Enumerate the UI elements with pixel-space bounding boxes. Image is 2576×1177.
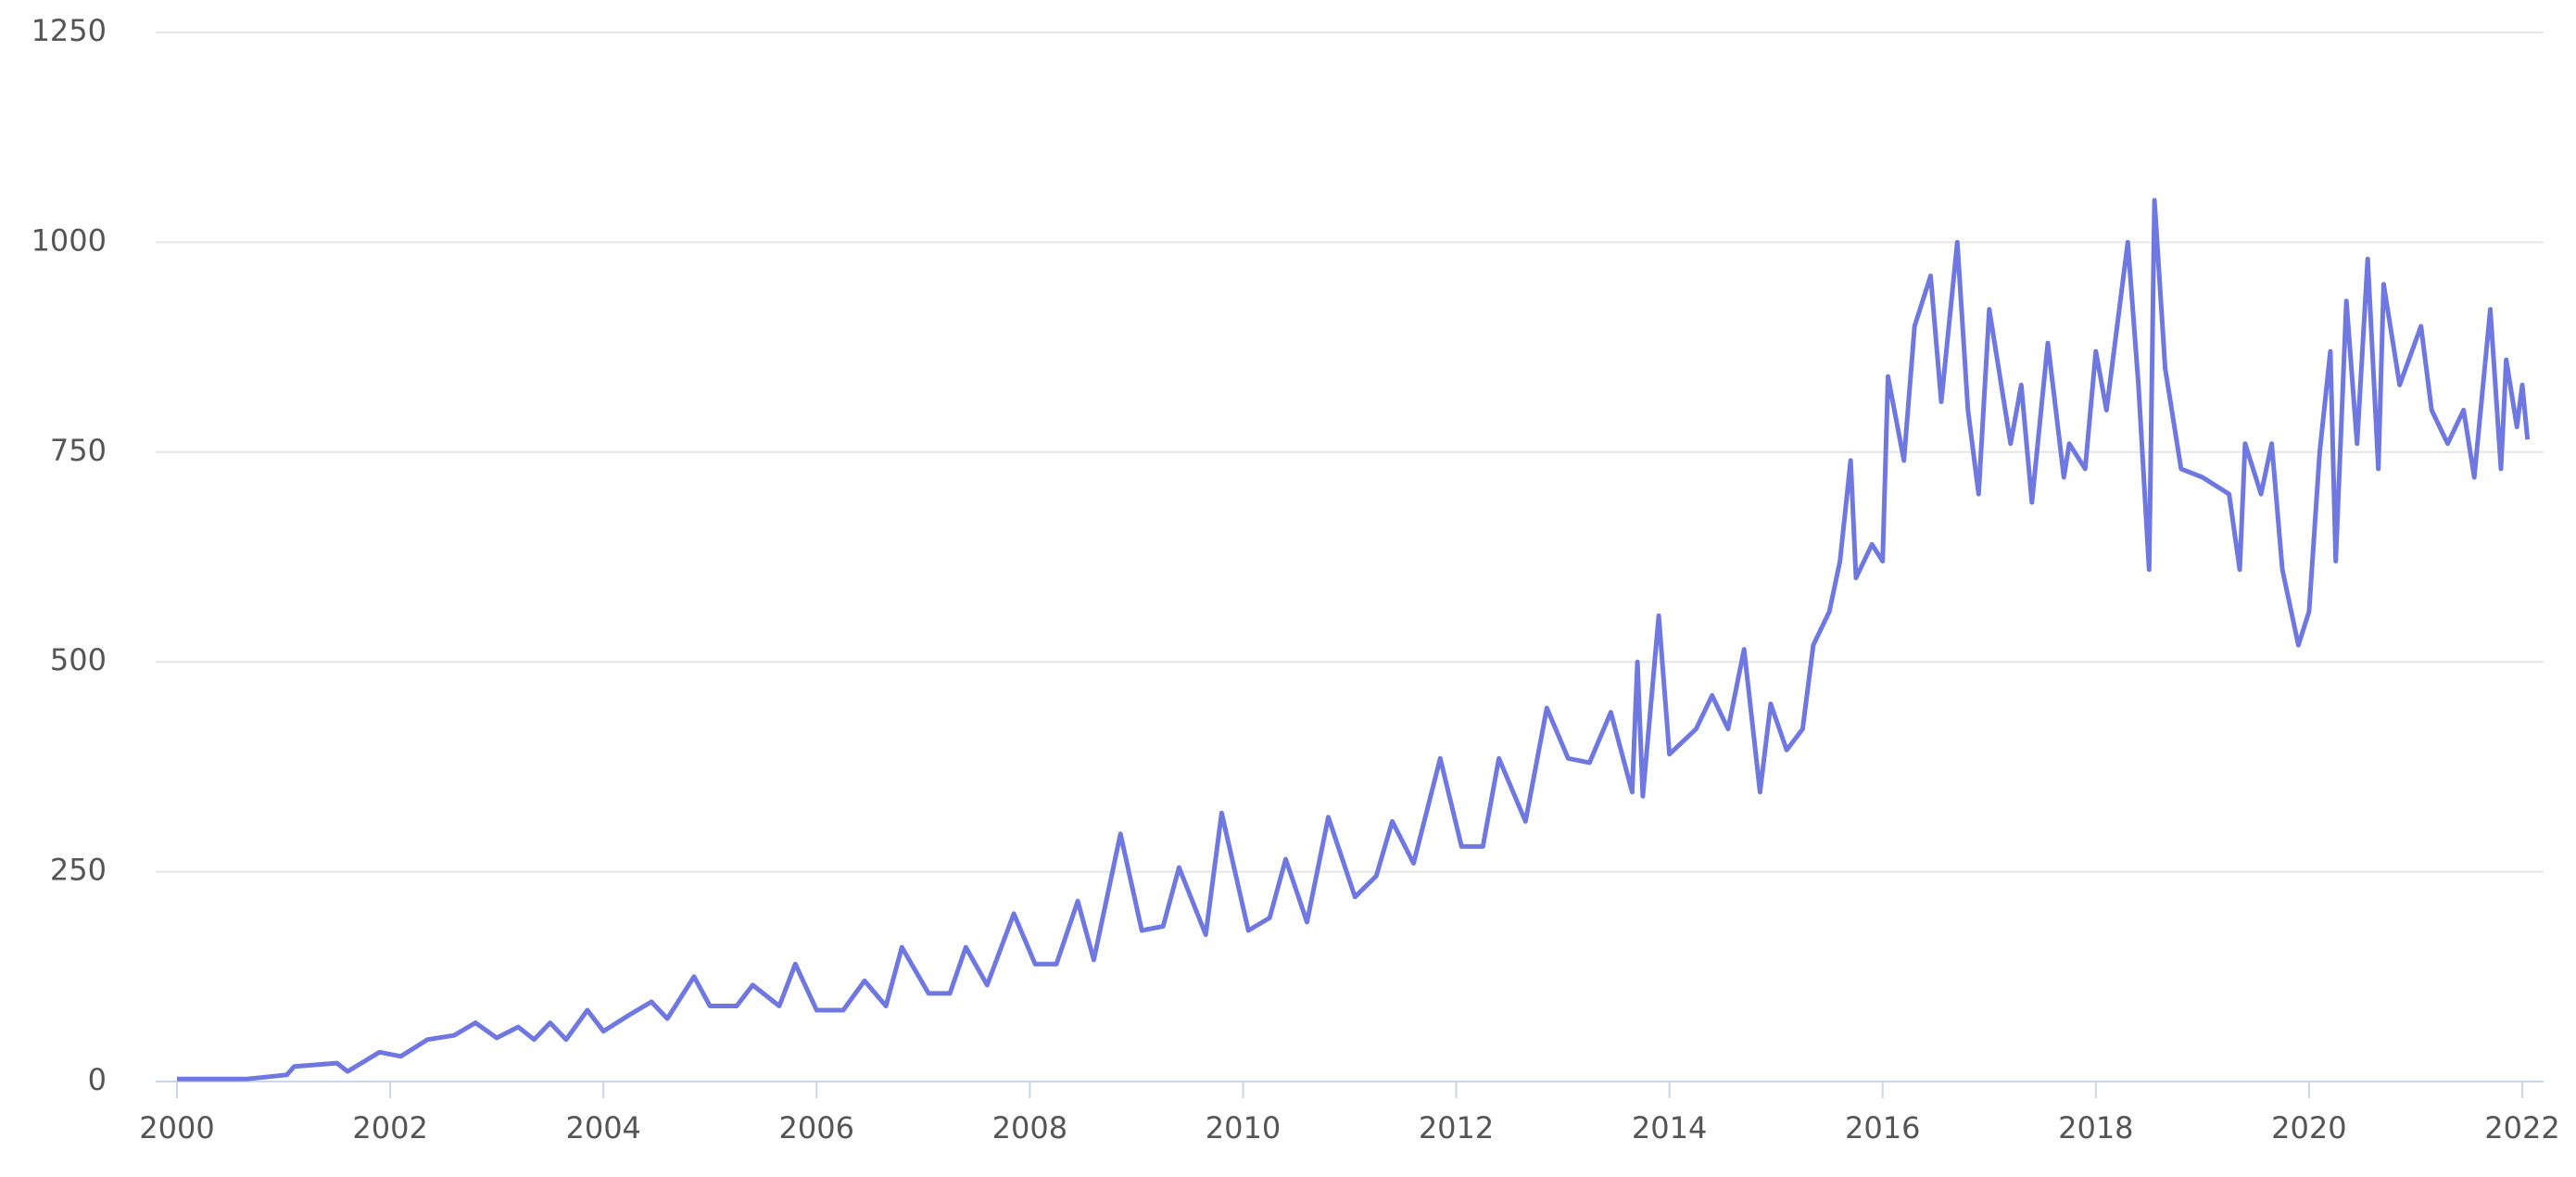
x-tick-label: 2010	[1206, 1110, 1281, 1145]
y-tick-label: 0	[88, 1062, 107, 1097]
x-tick-label: 2016	[1845, 1110, 1920, 1145]
x-tick-label: 2020	[2271, 1110, 2346, 1145]
y-tick-label: 750	[50, 433, 107, 468]
y-tick-label: 1000	[32, 222, 107, 258]
x-tick-label: 2014	[1632, 1110, 1707, 1145]
x-tick-label: 2008	[992, 1110, 1067, 1145]
x-tick-label: 2002	[352, 1110, 427, 1145]
y-tick-label: 250	[50, 853, 107, 888]
x-tick-label: 2022	[2484, 1110, 2559, 1145]
x-tick-label: 2000	[139, 1110, 214, 1145]
x-tick-label: 2006	[779, 1110, 854, 1145]
x-tick-label: 2004	[565, 1110, 640, 1145]
y-tick-label: 1250	[32, 13, 107, 48]
data-line	[177, 197, 2531, 1082]
y-tick-label: 500	[50, 642, 107, 677]
x-tick-label: 2012	[1419, 1110, 1494, 1145]
x-tick-label: 2018	[2058, 1110, 2133, 1145]
